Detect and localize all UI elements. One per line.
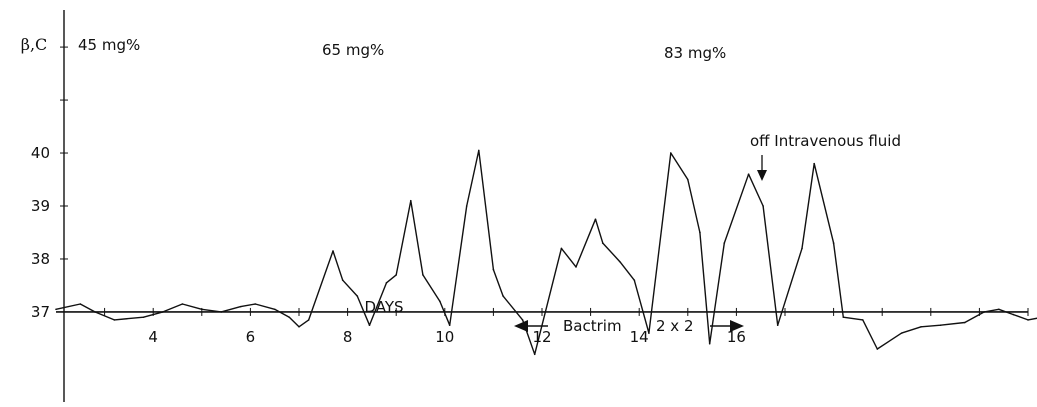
temperature-point [162,311,164,313]
x-tick-label: 4 [148,328,158,346]
temperature-point [341,279,344,281]
x-tick-label: 6 [246,328,256,346]
temperature-point [478,149,480,152]
y-tick-label: 37 [31,303,50,321]
off-iv-annotation: off Intravenous fluid [750,132,901,150]
temperature-point [633,279,636,281]
temperature-point [254,303,257,305]
temperature-point [699,231,701,234]
temperature-point [618,260,621,263]
x-tick-label: 14 [630,328,649,346]
temperature-point [876,348,879,350]
temperature-point [920,325,922,328]
temperature-point [492,268,495,271]
axis-ticks: 4 6 8 10 12 14 16 37 38 39 40 [31,46,1029,346]
temperature-point [776,324,779,326]
temperature-point [560,247,563,250]
temperature-point [422,274,424,276]
temperature-point [842,316,845,319]
temperature-point [861,319,864,321]
temperature-point [832,242,835,244]
temperature-point [307,319,310,321]
temperature-point [385,282,388,284]
x-tick-label: 16 [727,328,746,346]
temperature-point [239,305,242,308]
y-tick-label: 39 [31,197,50,215]
temperature-point [983,311,986,313]
temperature-point [900,332,903,334]
temperature-point [669,152,672,154]
temperature-point [94,311,96,313]
temperature-series-line [55,149,1037,355]
temperature-point [747,173,750,176]
temperature-point [113,319,116,321]
temperature-point [813,162,815,165]
temperature-point [55,308,57,311]
bactrim-left-arrow-icon [514,320,548,332]
off-iv-arrow-icon [757,155,767,181]
temperature-point [594,218,597,221]
temperature-point [288,316,291,319]
x-axis-label: DAYS [364,298,403,316]
temperature-point [648,332,650,334]
temperature-point [409,199,412,202]
y-tick-label: 40 [31,144,50,162]
bactrim-dose-annotation: 2 x 2 [656,317,694,335]
temperature-point [801,247,803,250]
temperature-point [332,250,334,252]
temperature-point [521,319,524,321]
temperature-point [181,303,184,305]
temperature-point [439,300,441,303]
temperature-point [964,321,966,324]
temperature-point [448,324,451,326]
x-tick-label: 10 [435,328,454,346]
temperature-point [939,324,942,326]
temperature-point [395,274,398,276]
temperature-point [533,353,536,356]
temperature-point [687,178,689,181]
temperature-point [998,308,1000,311]
temperature-point [298,325,300,328]
dose-annotation-65: 65 mg% [322,41,384,59]
temperature-point [762,205,764,207]
temperature-point [79,303,82,305]
temperature-point [723,242,726,244]
temperature-point [502,295,504,297]
temperature-point [201,308,203,311]
dose-annotation-83: 83 mg% [664,44,726,62]
x-tick-label: 8 [343,328,353,346]
x-tick-label: 12 [532,328,551,346]
series-layer [55,149,1037,356]
temperature-point [220,311,223,313]
temperature-point [356,295,359,297]
temperature-point [273,308,276,311]
temperature-point [142,316,145,319]
temperature-point [708,342,711,345]
y-axis-label: β,C [21,35,48,54]
temperature-point [465,205,468,207]
temperature-point [575,266,577,268]
y-tick-label: 38 [31,250,50,268]
temperature-point [368,324,371,326]
bactrim-right-arrow-icon [710,320,744,332]
temperature-point [1012,313,1015,316]
temperature-point [601,242,604,244]
dose-annotation-45: 45 mg% [78,36,140,54]
temperature-point [1027,319,1029,321]
bactrim-annotation: Bactrim [563,317,622,335]
